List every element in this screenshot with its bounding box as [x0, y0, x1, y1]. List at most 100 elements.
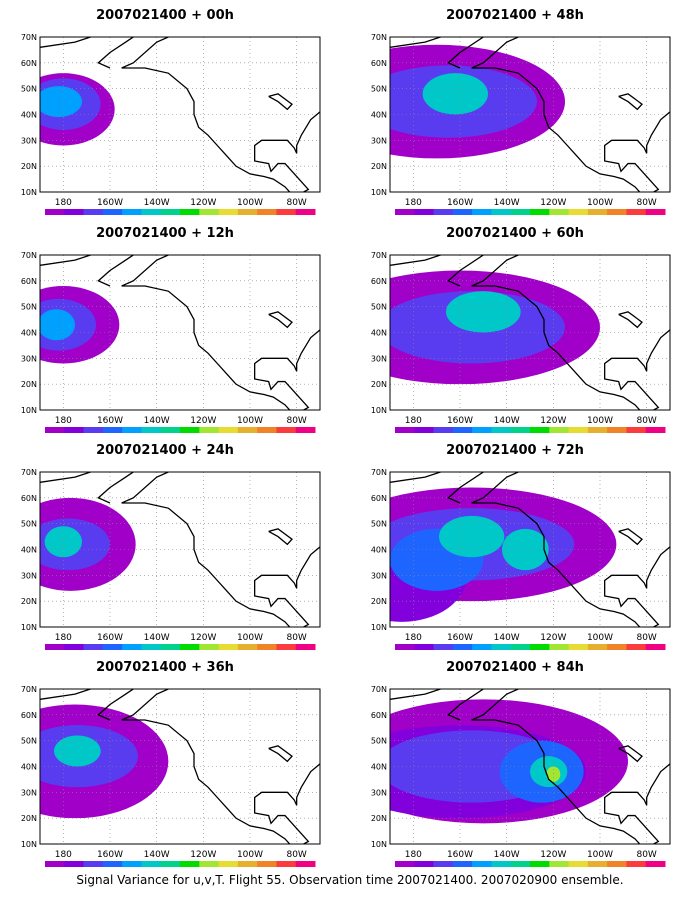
coastline [471, 255, 670, 410]
lat-label: 50N [371, 303, 387, 312]
lat-label: 30N [371, 136, 387, 145]
colorbar-label: 11 [214, 217, 222, 218]
variance-contour [439, 515, 505, 558]
great-lakes-outline [268, 93, 293, 111]
panel-title: 2007021400 + 48h [446, 8, 584, 23]
lat-label: 30N [371, 571, 387, 580]
colorbar-label: 7.5 [525, 869, 535, 870]
colorbar-swatch [257, 427, 277, 433]
panel-title: 2007021400 + 84h [446, 660, 584, 675]
map-panel: 2007021400 + 24h 70N 60N 50N 40N 30N 20N 10N 180… [5, 443, 325, 658]
colorbar-label: 5.1 [136, 652, 146, 653]
lat-label: 70N [21, 251, 37, 260]
lon-label: 80W [636, 198, 656, 208]
lat-label: 20N [371, 162, 387, 171]
colorbar-label: 9 [547, 869, 551, 870]
lat-label: 40N [371, 763, 387, 772]
lat-label: 50N [371, 737, 387, 746]
colorbar-swatch [180, 861, 200, 867]
colorbar-label: 5.1 [486, 869, 496, 870]
lon-label: 160W [447, 416, 473, 426]
colorbar-label: 1.6 [409, 217, 419, 218]
lat-label: 40N [21, 111, 37, 120]
colorbar-swatch [433, 644, 454, 650]
colorbar-swatch [257, 861, 277, 867]
lat-label: 10N [371, 623, 387, 632]
coastline [471, 472, 670, 627]
colorbar-label: 3.1 [448, 435, 458, 436]
colorbar-swatch [180, 209, 200, 215]
great-lakes-outline [618, 93, 643, 111]
map-panel: 2007021400 + 84h 70N 60N 50N 40N 30N 20N 10N 180… [355, 660, 675, 875]
colorbar-swatch [472, 644, 492, 650]
lat-label: 30N [21, 788, 37, 797]
colorbar-swatch [276, 644, 297, 650]
colorbar-swatch [237, 644, 258, 650]
lat-label: 20N [371, 597, 387, 606]
lon-label: 100W [587, 416, 613, 426]
colorbar-swatch [102, 209, 123, 215]
colorbar-swatch [199, 861, 220, 867]
colorbar-swatch [491, 861, 512, 867]
variance-map: 70N 60N 50N 40N 30N 20N 10N 180 160W 140W 120W 100W… [371, 468, 671, 653]
colorbar-swatch [257, 209, 277, 215]
colorbar-label: 3.1 [448, 869, 458, 870]
colorbar-swatch [510, 861, 531, 867]
colorbar-swatch [510, 644, 531, 650]
colorbar-label: 2.2 [78, 652, 88, 653]
lon-label: 160W [447, 633, 473, 643]
great-lakes-outline [268, 311, 293, 329]
colorbar-label: 29 [622, 652, 630, 653]
lon-label: 120W [190, 416, 216, 426]
colorbar-swatch [295, 427, 316, 433]
colorbar-swatch [237, 209, 258, 215]
lon-label: 80W [636, 416, 656, 426]
colorbar-swatch [64, 644, 85, 650]
lat-label: 40N [371, 329, 387, 338]
colorbar-swatch [102, 644, 123, 650]
lat-label: 50N [371, 520, 387, 529]
colorbar-label: 6.3 [506, 869, 516, 870]
lon-label: 180 [405, 633, 422, 643]
lon-label: 180 [55, 416, 72, 426]
colorbar-label: 2.2 [78, 869, 88, 870]
lon-label: 80W [286, 850, 306, 860]
colorbar-swatch [83, 209, 104, 215]
colorbar-label: 2.2 [78, 217, 88, 218]
lat-label: 10N [371, 840, 387, 849]
colorbar-swatch [549, 427, 570, 433]
colorbar-label: 3.1 [448, 217, 458, 218]
colorbar-swatch [645, 427, 666, 433]
colorbar-label: 6.3 [506, 435, 516, 436]
great-lakes-outline [618, 528, 643, 546]
map-frame [389, 688, 671, 845]
colorbar-label: 2.2 [428, 435, 438, 436]
coastline [40, 37, 135, 69]
lon-label: 120W [190, 198, 216, 208]
lat-label: 50N [21, 737, 37, 746]
lat-label: 60N [21, 59, 37, 68]
colorbar-swatch [160, 861, 181, 867]
lon-label: 140W [144, 198, 170, 208]
colorbar-label: 21 [603, 652, 611, 653]
lat-label: 50N [371, 85, 387, 94]
signal-contours [390, 255, 670, 410]
variance-map: 70N 60N 50N 40N 30N 20N 10N 180 160W 140W 120W 100W… [21, 468, 321, 653]
colorbar-swatch [433, 427, 454, 433]
great-lakes-outline [618, 311, 643, 329]
observation-point [5, 126, 7, 130]
lon-label: 80W [286, 633, 306, 643]
colorbar-swatch [83, 644, 104, 650]
colorbar-swatch [452, 209, 473, 215]
variance-contour [5, 792, 7, 833]
colorbar-label: 9 [547, 435, 551, 436]
variance-contour [5, 91, 19, 163]
observation-point [15, 110, 19, 114]
panel-title: 2007021400 + 60h [446, 226, 584, 241]
colorbar-swatch [452, 861, 473, 867]
colorbar-label: 3.1 [448, 652, 458, 653]
colorbar-swatch [160, 644, 181, 650]
colorbar-label: 21 [253, 652, 261, 653]
observation-point [17, 123, 21, 127]
colorbar-label: 4 [470, 217, 474, 218]
